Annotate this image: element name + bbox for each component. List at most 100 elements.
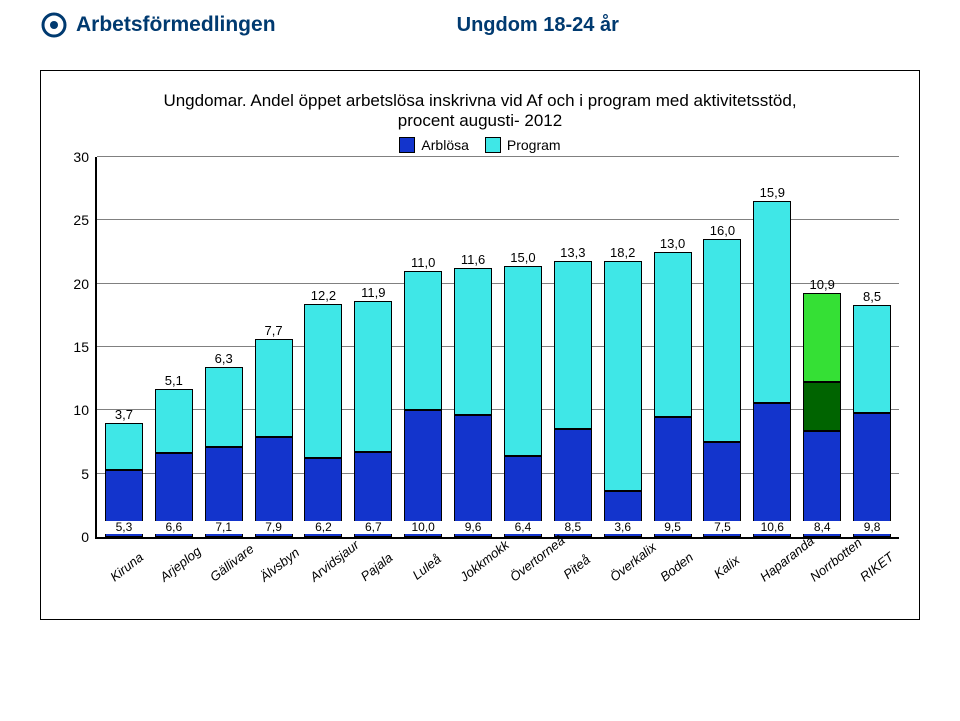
bar-segment-top: 12,2 [304, 304, 342, 459]
y-tick: 5 [81, 466, 89, 482]
bar-segment-bottom: 6,2 [304, 458, 342, 537]
value-label-top: 5,1 [165, 373, 183, 388]
bar-segment-bottom: 7,5 [703, 442, 741, 537]
value-label-bottom: 9,5 [649, 521, 697, 534]
value-label-top: 16,0 [710, 223, 735, 238]
value-label-bottom: 6,6 [150, 521, 198, 534]
bar-segment-top: 16,0 [703, 239, 741, 442]
value-label-bottom: 10,6 [748, 521, 796, 534]
bar-segment-top: 8,5 [853, 305, 891, 413]
value-label-top: 7,7 [265, 323, 283, 338]
logo-icon [40, 11, 68, 39]
bar-segment-top: 10,9 [803, 293, 841, 383]
value-label-top: 10,9 [810, 277, 835, 292]
y-tick: 0 [81, 529, 89, 545]
bar-col: 15,06,4 [504, 266, 542, 537]
value-label-bottom: 9,8 [848, 521, 896, 534]
value-label-bottom: 7,5 [698, 521, 746, 534]
bar-col: 6,37,1 [205, 367, 243, 537]
value-label-bottom: 8,4 [798, 521, 846, 534]
bar-segment-bottom: 9,6 [454, 415, 492, 537]
bar-segment-bottom: 6,6 [155, 453, 193, 537]
y-tick: 10 [73, 402, 89, 418]
bar-col: 12,26,2 [304, 304, 342, 537]
value-label-bottom: 6,2 [299, 521, 347, 534]
bar-col: 11,96,7 [354, 301, 392, 537]
bar-segment-bottom: 6,7 [354, 452, 392, 537]
bar-col: 16,07,5 [703, 239, 741, 537]
bar-segment-bottom: 9,5 [654, 417, 692, 537]
legend-item-arblosa: Arblösa [399, 137, 468, 153]
y-axis: 051015202530 [61, 157, 95, 537]
y-tick: 30 [73, 149, 89, 165]
bar-col: 13,38,5 [554, 261, 592, 537]
value-label-bottom: 8,5 [549, 521, 597, 534]
bar-segment-top: 11,6 [454, 268, 492, 415]
value-label-top: 15,0 [510, 250, 535, 265]
bar-segment-bottom: 7,9 [255, 437, 293, 537]
bar-segment-top: 11,9 [354, 301, 392, 452]
bars: 3,75,35,16,66,37,17,77,912,26,211,96,711… [97, 157, 899, 537]
value-label-top: 8,5 [863, 289, 881, 304]
value-label-bottom: 5,3 [100, 521, 148, 534]
y-tick: 20 [73, 276, 89, 292]
value-label-top: 11,9 [361, 285, 385, 300]
value-label-top: 11,0 [411, 255, 435, 270]
legend-item-program: Program [485, 137, 561, 153]
bar-segment-top: 13,0 [654, 252, 692, 417]
bar-segment-bottom: 8,5 [554, 429, 592, 537]
value-label-top: 3,7 [115, 407, 133, 422]
legend-label-program: Program [507, 137, 561, 153]
bar-col: 11,010,0 [404, 271, 442, 537]
bar-col: 7,77,9 [255, 339, 293, 537]
bar-col: 15,910,6 [753, 201, 791, 537]
bar-segment-bottom: 9,8 [853, 413, 891, 537]
value-label-bottom: 6,7 [349, 521, 397, 534]
y-tick: 15 [73, 339, 89, 355]
bar-segment-top: 15,9 [753, 201, 791, 402]
bar-segment-top: 11,0 [404, 271, 442, 410]
bar-segment-bottom: 3,6 [604, 491, 642, 537]
value-label-top: 18,2 [610, 245, 635, 260]
plot-area: 3,75,35,16,66,37,17,77,912,26,211,96,711… [95, 157, 899, 539]
bar-segment-bottom: 8,4 [803, 431, 841, 537]
value-label-top: 6,3 [215, 351, 233, 366]
bar-segment-top: 18,2 [604, 261, 642, 492]
x-axis: KirunaArjeplogGällivareÄlvsbynArvidsjaur… [95, 539, 899, 609]
legend: Arblösa Program [61, 137, 899, 153]
value-label-top: 12,2 [311, 288, 336, 303]
bar-col: 5,16,6 [155, 389, 193, 537]
value-label-bottom: 10,0 [399, 521, 447, 534]
bar-segment-top: 6,3 [205, 367, 243, 447]
bar-col: 11,69,6 [454, 268, 492, 537]
bar-col: 18,23,6 [604, 261, 642, 537]
bar-col: 3,75,3 [105, 423, 143, 537]
chart-area: 051015202530 3,75,35,16,66,37,17,77,912,… [61, 157, 899, 539]
value-label-top: 15,9 [760, 185, 785, 200]
bar-segment-top: 5,1 [155, 389, 193, 454]
chart-container: Ungdomar. Andel öppet arbetslösa inskriv… [40, 70, 920, 620]
legend-swatch-program [485, 137, 501, 153]
value-label-bottom: 7,1 [200, 521, 248, 534]
bar-segment-bottom: 6,4 [504, 456, 542, 537]
bar-col: 10,9 8,4 [803, 293, 841, 537]
bar-segment-top: 3,7 [105, 423, 143, 470]
bar-segment-bottom: 7,1 [205, 447, 243, 537]
value-label-top: 13,3 [560, 245, 585, 260]
bar-segment-top: 15,0 [504, 266, 542, 456]
bar-segment-top: 13,3 [554, 261, 592, 429]
value-label-bottom: 7,9 [250, 521, 298, 534]
legend-label-arblosa: Arblösa [421, 137, 468, 153]
value-label-top: 11,6 [461, 252, 485, 267]
value-label-bottom: 6,4 [499, 521, 547, 534]
bar-segment-bottom: 5,3 [105, 470, 143, 537]
value-label-bottom: 3,6 [599, 521, 647, 534]
bar-segment-bottom: 10,0 [404, 410, 442, 537]
header: Arbetsförmedlingen Ungdom 18-24 år [0, 0, 960, 50]
value-label-top: 13,0 [660, 236, 685, 251]
bar-segment-mid [803, 382, 841, 430]
bar-segment-bottom: 10,6 [753, 403, 791, 537]
bar-col: 8,59,8 [853, 305, 891, 537]
value-label-bottom: 9,6 [449, 521, 497, 534]
y-tick: 25 [73, 212, 89, 228]
